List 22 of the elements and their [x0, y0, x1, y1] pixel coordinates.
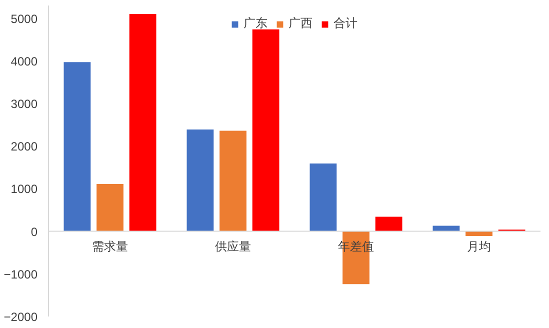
legend-label: 广西: [288, 15, 312, 32]
bar: [129, 14, 156, 232]
y-tick-label: −1000: [4, 267, 38, 282]
legend-label: 合计: [334, 15, 358, 32]
y-tick-label: −2000: [4, 310, 38, 324]
y-tick-label: 3000: [10, 96, 38, 111]
x-tick-label: 供应量: [215, 239, 251, 254]
y-tick-label: 4000: [10, 54, 38, 68]
y-tick-label: 2000: [10, 140, 38, 154]
legend-label: 广东: [244, 15, 268, 32]
x-tick-label: 需求量: [92, 239, 128, 254]
bar: [252, 29, 280, 232]
bar: [64, 62, 91, 232]
bar: [96, 184, 124, 232]
bar: [375, 216, 402, 232]
y-tick-label: 5000: [10, 12, 38, 26]
bar: [310, 164, 337, 232]
x-tick-label: 月均: [467, 239, 491, 254]
y-tick-label: 0: [30, 224, 38, 239]
y-tick-label: 1000: [10, 182, 38, 196]
bar: [186, 129, 214, 232]
bar: [220, 130, 246, 232]
